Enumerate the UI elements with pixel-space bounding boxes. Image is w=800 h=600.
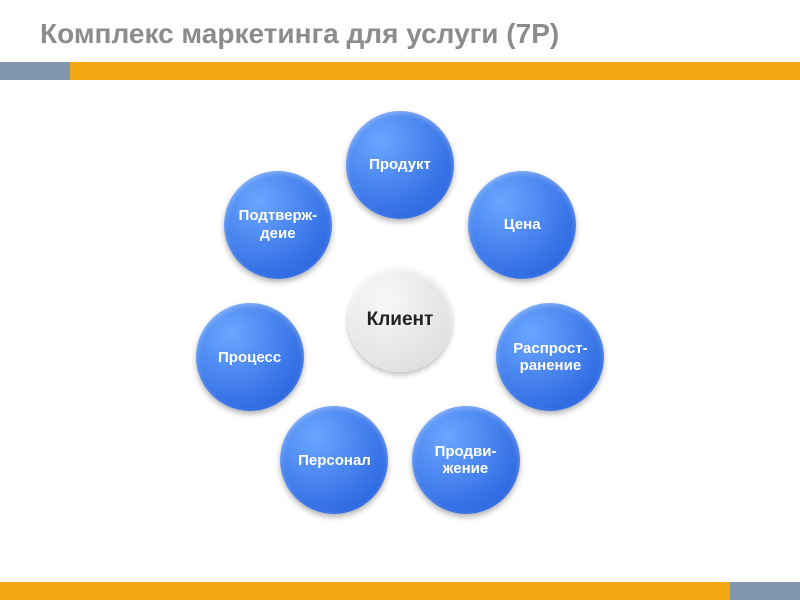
outer-node-3: Продви-жение bbox=[412, 406, 520, 514]
bottom-bar-left bbox=[0, 582, 730, 600]
outer-node-4: Персонал bbox=[280, 406, 388, 514]
outer-node-1: Цена bbox=[468, 171, 576, 279]
outer-node-label: Продви-жение bbox=[429, 443, 503, 478]
outer-node-label: Цена bbox=[498, 216, 547, 233]
top-bar-left bbox=[0, 62, 70, 80]
page-title: Комплекс маркетинга для услуги (7Р) bbox=[40, 18, 760, 50]
outer-node-label: Персонал bbox=[292, 452, 377, 469]
center-label: Клиент bbox=[367, 309, 434, 331]
top-bar-right bbox=[70, 62, 800, 80]
outer-node-label: Подтверж-деие bbox=[233, 207, 324, 242]
center-node: Клиент bbox=[348, 268, 452, 372]
title-area: Комплекс маркетинга для услуги (7Р) bbox=[0, 0, 800, 50]
diagram: Клиент Продукт Цена Распрост-ранение Продви… bbox=[140, 110, 660, 550]
bottom-bar-area bbox=[0, 582, 800, 600]
outer-node-5: Процесс bbox=[196, 303, 304, 411]
top-bar-area bbox=[0, 62, 800, 80]
outer-node-label: Распрост-ранение bbox=[507, 340, 593, 375]
outer-node-6: Подтверж-деие bbox=[224, 171, 332, 279]
outer-node-label: Процесс bbox=[212, 349, 287, 366]
outer-node-0: Продукт bbox=[346, 111, 454, 219]
outer-node-2: Распрост-ранение bbox=[496, 303, 604, 411]
bottom-bar-right bbox=[730, 582, 800, 600]
outer-node-label: Продукт bbox=[363, 156, 437, 173]
slide: Комплекс маркетинга для услуги (7Р) Клие… bbox=[0, 0, 800, 600]
